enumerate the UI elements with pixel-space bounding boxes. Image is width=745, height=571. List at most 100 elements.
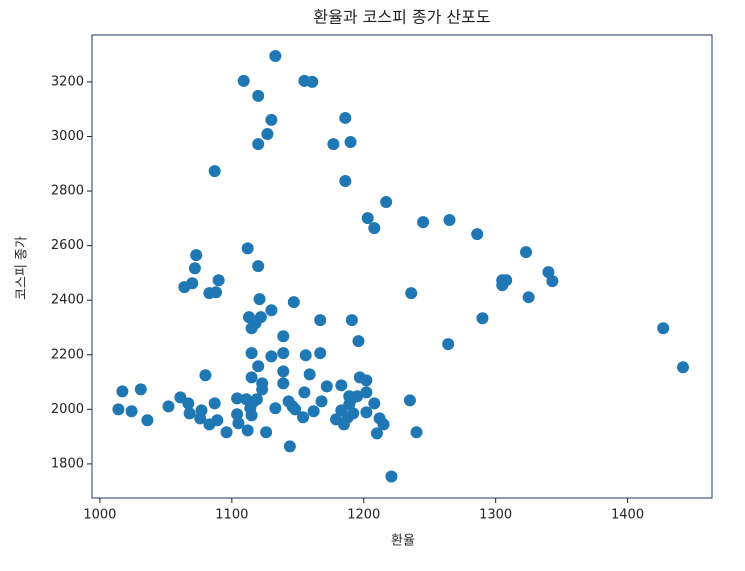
point [297, 411, 310, 424]
point [315, 395, 328, 408]
x-tick-label: 1000 [83, 508, 116, 523]
point [410, 426, 423, 439]
point [232, 417, 245, 430]
y-tick-label: 2000 [51, 402, 84, 417]
point [241, 242, 254, 255]
point [162, 400, 175, 413]
point [368, 397, 381, 410]
point [377, 418, 390, 431]
x-tick-label: 1300 [479, 508, 512, 523]
point [314, 347, 327, 360]
point [256, 383, 269, 396]
point [260, 426, 273, 439]
point [496, 279, 509, 292]
x-tick-label: 1100 [215, 508, 248, 523]
point [443, 213, 456, 226]
y-tick-label: 1800 [51, 456, 84, 471]
point [231, 392, 244, 405]
point [385, 470, 398, 483]
point [327, 138, 340, 151]
point [339, 174, 352, 187]
point [194, 412, 207, 425]
point [265, 350, 278, 363]
point [522, 291, 535, 304]
y-tick-label: 2200 [51, 347, 84, 362]
point [210, 286, 222, 299]
point [361, 212, 374, 225]
y-tick-label: 3200 [51, 74, 84, 89]
point [112, 403, 125, 416]
x-tick-label: 1200 [347, 508, 380, 523]
point [269, 50, 282, 63]
point [320, 380, 333, 393]
point [178, 281, 191, 294]
point [277, 377, 290, 390]
point [269, 402, 282, 415]
point [471, 228, 484, 241]
point [208, 165, 221, 178]
point [405, 287, 418, 300]
point [339, 111, 352, 124]
point [190, 249, 203, 262]
point [208, 397, 221, 410]
point [245, 371, 258, 384]
point [370, 427, 383, 440]
point [299, 349, 312, 362]
point [403, 394, 416, 407]
point [116, 385, 129, 398]
y-tick-label: 2600 [51, 238, 84, 253]
point [352, 335, 365, 348]
point [344, 135, 357, 148]
y-axis-label: 코스피 종가 [15, 236, 30, 300]
point [182, 397, 195, 410]
point [307, 405, 320, 418]
point [199, 369, 212, 382]
point [203, 418, 216, 431]
point [277, 347, 290, 360]
point [188, 262, 201, 275]
point [368, 222, 381, 235]
point [314, 314, 327, 327]
point [360, 406, 373, 419]
point [277, 365, 290, 378]
point [360, 386, 373, 399]
point [134, 383, 147, 396]
point [231, 408, 244, 421]
point [417, 216, 430, 229]
plot-frame [91, 34, 713, 499]
point [657, 322, 670, 335]
point [289, 403, 302, 416]
chart-title: 환율과 코스피 종가 산포도 [313, 8, 490, 27]
point [253, 293, 266, 306]
point [141, 414, 154, 427]
point [277, 330, 290, 343]
point [252, 260, 265, 273]
point [442, 338, 455, 351]
point [237, 74, 250, 87]
point [306, 75, 319, 88]
y-tick-label: 2800 [51, 184, 84, 199]
point [283, 440, 296, 453]
point [261, 128, 274, 141]
point [125, 405, 138, 418]
point [380, 195, 393, 208]
y-tick-label: 3000 [51, 129, 84, 144]
point [252, 138, 265, 151]
point [676, 361, 689, 374]
point [241, 424, 254, 437]
point [542, 266, 555, 279]
point [265, 113, 278, 126]
point [546, 275, 559, 288]
point [303, 368, 316, 381]
point [287, 296, 300, 309]
point [245, 322, 258, 335]
point [298, 386, 311, 399]
point [212, 274, 225, 287]
point [183, 407, 196, 420]
point [345, 314, 358, 327]
x-tick-label: 1400 [611, 508, 644, 523]
point [245, 347, 258, 360]
point [520, 246, 532, 259]
